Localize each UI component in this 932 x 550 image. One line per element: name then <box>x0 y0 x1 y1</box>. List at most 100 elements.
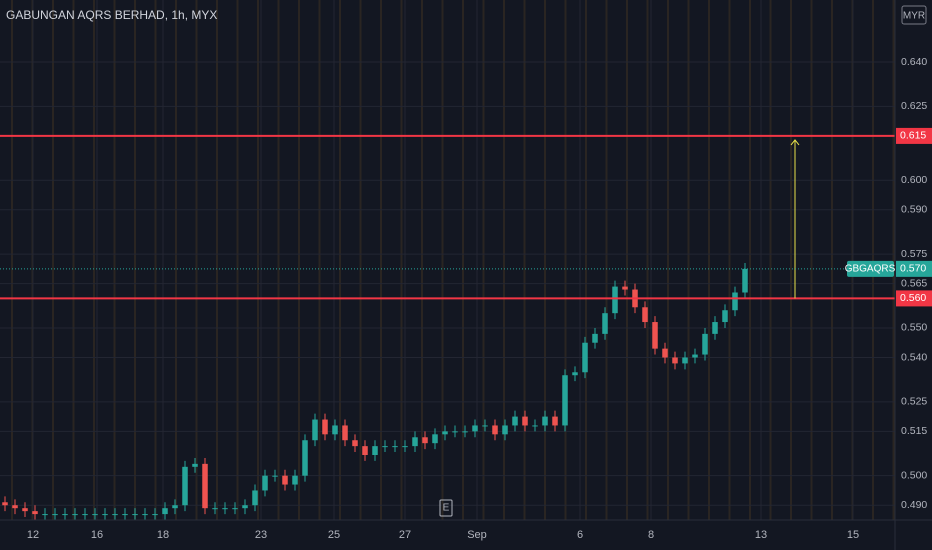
candle-body <box>112 514 118 516</box>
candle-body <box>122 514 128 516</box>
candle-body <box>322 419 328 435</box>
x-tick-label: 23 <box>255 529 267 541</box>
candle-body <box>622 286 628 290</box>
candle-body <box>452 431 458 433</box>
candle-body <box>242 505 248 509</box>
candle-body <box>292 475 298 485</box>
candle-body <box>602 313 608 334</box>
candle-body <box>702 333 708 355</box>
candle-body <box>72 514 78 516</box>
candle-body <box>672 357 678 364</box>
candle-body <box>152 514 158 516</box>
candle-body <box>402 446 408 448</box>
x-tick-label: 12 <box>27 529 39 541</box>
currency[interactable]: MYR <box>903 11 925 22</box>
x-tick-label: 6 <box>577 529 583 541</box>
x-tick-label: 15 <box>847 529 859 541</box>
price-label-bg <box>896 127 932 144</box>
candle-body <box>342 425 348 441</box>
y-tick-label: 0.625 <box>901 100 927 112</box>
candle-body <box>662 348 668 358</box>
candle-body <box>612 286 618 314</box>
candle-body <box>222 508 228 510</box>
candle-body <box>52 514 58 516</box>
candle-body <box>432 434 438 444</box>
candle-body <box>442 431 448 435</box>
candle-body <box>12 505 18 509</box>
candle-body <box>352 440 358 447</box>
x-tick-label: 27 <box>399 529 411 541</box>
candle-body <box>102 514 108 516</box>
plot <box>0 134 895 520</box>
x-tick-label: 13 <box>755 529 767 541</box>
candle-body <box>362 446 368 455</box>
candle-body <box>482 425 488 427</box>
candle-body <box>302 440 308 476</box>
candle-body <box>642 307 648 323</box>
candle-body <box>562 375 568 426</box>
symbol-label: GBGAQRS <box>845 264 896 275</box>
candle-body <box>512 416 518 426</box>
candle-body <box>262 475 268 491</box>
y-tick-label: 0.550 <box>901 322 927 334</box>
y-tick-label: 0.565 <box>901 277 927 289</box>
price-label: 0.615 <box>900 130 926 142</box>
candle-body <box>92 514 98 516</box>
price-label: 0.570 <box>900 263 926 275</box>
candle-body <box>492 425 498 435</box>
candle-body <box>692 354 698 358</box>
candle-body <box>272 475 278 477</box>
candle-body <box>462 431 468 433</box>
price-label-bg <box>896 290 932 307</box>
symbol-label-bg <box>847 260 894 277</box>
candle-body <box>552 416 558 426</box>
axes: 0.490 0.500 0.515 0.525 0.540 0.550 0.565 0.575… <box>27 56 932 541</box>
x-tick-label: 18 <box>157 529 169 541</box>
grid <box>0 0 895 520</box>
candle-body <box>422 437 428 444</box>
y-tick-label: 0.600 <box>901 174 927 186</box>
candle-body <box>2 502 8 506</box>
candle-body <box>412 437 418 447</box>
event-marker[interactable]: E <box>443 503 450 514</box>
candle-body <box>132 514 138 516</box>
currency-box[interactable] <box>901 5 927 25</box>
candle-body <box>542 416 548 426</box>
candle-body <box>592 333 598 343</box>
y-tick-label: 0.525 <box>901 396 927 408</box>
chart-title: GABUNGAN AQRS BERHAD, 1h, MYX <box>6 8 217 22</box>
candle-body <box>732 292 738 311</box>
y-tick-label: 0.640 <box>901 56 927 68</box>
candle-body <box>372 446 378 455</box>
arrow-head <box>790 139 800 146</box>
candle-body <box>712 322 718 334</box>
candle-body <box>472 425 478 432</box>
candle-body <box>532 425 538 427</box>
candle-body <box>212 508 218 510</box>
x-tick-label: 25 <box>328 529 340 541</box>
candle-body <box>742 268 748 293</box>
candle-body <box>722 310 728 323</box>
candle-body <box>522 416 528 426</box>
candle-body <box>192 463 198 467</box>
candle-body <box>42 514 48 516</box>
candle-body <box>202 463 208 509</box>
candle-body <box>22 508 28 512</box>
y-tick-label: 0.590 <box>901 204 927 216</box>
candle-body <box>652 322 658 349</box>
candle-body <box>572 372 578 376</box>
candle-body <box>62 514 68 516</box>
price-label-bg <box>896 260 932 277</box>
y-tick-label: 0.500 <box>901 469 927 481</box>
y-tick-label: 0.515 <box>901 425 927 437</box>
candle-body <box>82 514 88 516</box>
candle-body <box>582 342 588 373</box>
candle-body <box>172 505 178 509</box>
candle-body <box>252 490 258 506</box>
x-tick-label: 16 <box>91 529 103 541</box>
candle-body <box>682 357 688 364</box>
candle-body <box>502 425 508 435</box>
y-tick-label: 0.540 <box>901 351 927 363</box>
